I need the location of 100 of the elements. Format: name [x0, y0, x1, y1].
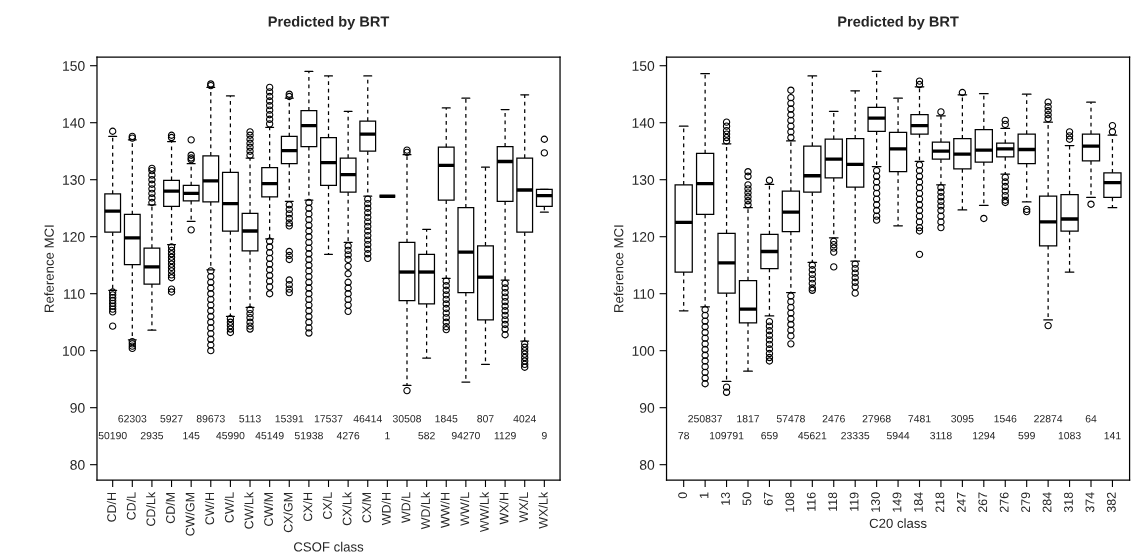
- x-tick-label: WD/Lk: [420, 491, 430, 530]
- y-tick-label: 80: [639, 460, 655, 470]
- y-tick-label: 100: [632, 346, 655, 356]
- y-axis-title: Reference MCI: [44, 225, 54, 312]
- x-tick-label: WD/L: [401, 492, 411, 524]
- annotation: 1294: [973, 431, 996, 440]
- x-tick-label: WW/Lk: [479, 491, 489, 533]
- x-tick-label: 1: [699, 492, 709, 498]
- y-tick-label: 140: [632, 118, 655, 128]
- annotation: 145: [183, 432, 200, 440]
- x-tick-label: 374: [1085, 492, 1095, 513]
- annotation: 23335: [841, 431, 870, 440]
- x-axis-title: CSOF class: [293, 541, 364, 552]
- y-tick-label: 100: [63, 346, 85, 356]
- x-tick-label: 108: [785, 492, 795, 512]
- annotation: 1845: [435, 415, 458, 423]
- annotation: 5927: [160, 415, 183, 423]
- x-tick-label: CD/H: [106, 492, 117, 522]
- annotation: 78: [678, 431, 690, 440]
- y-tick-label: 90: [70, 403, 85, 413]
- annotation: 15391: [275, 415, 304, 423]
- x-tick-label: CD/M: [165, 492, 175, 524]
- x-tick-label: 318: [1064, 492, 1073, 513]
- annotation: 3095: [951, 415, 974, 423]
- y-tick-label: 110: [633, 289, 655, 299]
- annotation: 141: [1104, 432, 1121, 440]
- y-tick-label: 150: [632, 61, 655, 71]
- annotation: 57478: [776, 415, 805, 423]
- x-tick-label: CW/M: [263, 492, 273, 526]
- annotation: 51938: [294, 431, 323, 440]
- x-tick-label: CX/M: [361, 492, 372, 523]
- x-tick-label: WW/H: [440, 492, 450, 528]
- x-tick-label: 67: [763, 492, 773, 506]
- annotation: 250837: [688, 415, 722, 423]
- x-tick-label: 279: [1021, 492, 1031, 513]
- chart-title: Predicted by BRT: [268, 16, 390, 30]
- annotation: 5944: [886, 431, 910, 440]
- x-tick-label: 247: [956, 492, 966, 513]
- annotation: 64: [1085, 415, 1097, 423]
- x-tick-label: WD/H: [381, 492, 391, 526]
- x-tick-label: 218: [935, 492, 945, 513]
- chart-title: Predicted by BRT: [838, 16, 959, 30]
- annotation: 46414: [353, 415, 382, 423]
- y-axis-title: Reference MCI: [613, 225, 624, 312]
- y-tick-label: 90: [639, 403, 655, 413]
- annotation: 17537: [314, 415, 343, 423]
- x-tick-label: WX/Lk: [538, 491, 548, 529]
- x-tick-label: CX/H: [303, 492, 313, 522]
- annotation: 1083: [1058, 431, 1081, 440]
- annotation: 1546: [994, 415, 1017, 423]
- annotation: 89673: [196, 415, 225, 423]
- annotation: 1: [385, 432, 390, 440]
- x-tick-label: 284: [1042, 492, 1052, 513]
- x-tick-label: 149: [892, 492, 902, 512]
- x-tick-label: 119: [849, 492, 859, 511]
- y-tick-label: 150: [63, 61, 85, 71]
- annotation: 94270: [451, 431, 480, 440]
- annotation: 9: [541, 431, 547, 440]
- annotation: 807: [477, 415, 494, 423]
- annotation: 1817: [737, 415, 760, 423]
- x-tick-label: CX/GM: [283, 492, 293, 533]
- annotation: 599: [1018, 431, 1035, 440]
- y-tick-label: 80: [70, 460, 85, 470]
- x-tick-label: CW/L: [224, 492, 234, 523]
- y-tick-label: 130: [632, 175, 655, 185]
- annotation: 582: [418, 431, 435, 440]
- x-tick-label: CW/GM: [185, 492, 195, 536]
- annotation: 30508: [392, 415, 422, 423]
- x-tick-label: 50: [742, 492, 752, 506]
- x-tick-label: CW/H: [204, 492, 215, 525]
- annotation: 2935: [140, 431, 164, 440]
- y-tick-label: 120: [632, 232, 655, 242]
- x-tick-label: 267: [978, 492, 988, 513]
- y-tick-label: 140: [63, 118, 85, 128]
- annotation: 5113: [239, 415, 261, 423]
- annotation: 50190: [98, 431, 127, 440]
- x-tick-label: CX/L: [322, 492, 332, 520]
- x-tick-label: CD/Lk: [146, 491, 156, 526]
- x-tick-label: WX/H: [499, 492, 509, 525]
- x-tick-label: CD/L: [126, 492, 136, 520]
- annotation: 3118: [930, 431, 952, 440]
- annotation: 27968: [862, 415, 891, 423]
- x-tick-label: 184: [914, 492, 923, 512]
- x-tick-label: 13: [721, 492, 730, 505]
- annotation: 7481: [908, 415, 931, 423]
- annotation: 4276: [336, 431, 360, 440]
- annotation: 109791: [709, 431, 744, 440]
- annotation: 1129: [494, 431, 516, 440]
- annotation: 45621: [798, 431, 827, 440]
- x-tick-label: 382: [1106, 492, 1116, 513]
- x-tick-label: 116: [806, 492, 816, 511]
- annotation: 45149: [255, 431, 284, 440]
- x-tick-label: 118: [828, 492, 838, 511]
- x-tick-label: 130: [871, 492, 880, 512]
- x-tick-label: CW/Lk: [244, 491, 254, 529]
- x-tick-label: WX/L: [518, 492, 529, 523]
- y-tick-label: 110: [64, 289, 85, 299]
- annotation: 2476: [822, 415, 845, 423]
- annotation: 62303: [118, 415, 147, 423]
- annotation: 4024: [513, 415, 536, 423]
